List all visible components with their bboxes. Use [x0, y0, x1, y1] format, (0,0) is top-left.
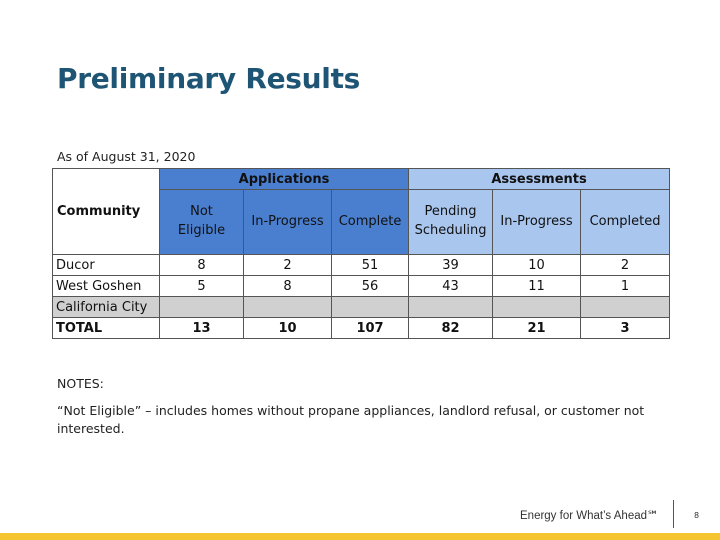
cell	[330, 296, 410, 318]
page-number: 8	[694, 511, 700, 520]
assessments-group-header: Assessments	[408, 168, 671, 190]
cell: 2	[243, 254, 332, 276]
col-header-pending-scheduling: Pending Scheduling	[408, 189, 494, 255]
col-header-completed: Completed	[580, 189, 671, 255]
table-row: Ducor 8 2 51 39 10 2	[52, 254, 671, 276]
cell: 1	[580, 275, 671, 297]
cell	[408, 296, 494, 318]
cell: 11	[492, 275, 582, 297]
page-title: Preliminary Results	[57, 62, 361, 95]
col-header-app-in-progress: In-Progress	[243, 189, 332, 255]
cell: 5	[159, 275, 244, 297]
cell: 2	[580, 254, 671, 276]
cell	[243, 296, 332, 318]
cell: 8	[159, 254, 244, 276]
cell	[580, 296, 671, 318]
col-header-ass-in-progress: In-Progress	[492, 189, 582, 255]
applications-group-header: Applications	[158, 168, 410, 190]
total-cell: 82	[408, 317, 494, 339]
cell: 8	[243, 275, 332, 297]
notes-label: NOTES:	[57, 376, 104, 391]
table-row: California City	[52, 296, 671, 318]
col-header-complete: Complete	[330, 189, 410, 255]
total-cell: 107	[330, 317, 410, 339]
cell: 56	[330, 275, 410, 297]
total-cell: 13	[159, 317, 244, 339]
table-row: West Goshen 5 8 56 43 11 1	[52, 275, 671, 297]
footer-accent-bar	[0, 533, 720, 540]
note-text: “Not Eligible” – includes homes without …	[57, 403, 645, 436]
total-label: TOTAL	[52, 317, 160, 339]
row-name: Ducor	[52, 254, 160, 276]
footer-divider	[673, 500, 674, 528]
cell: 39	[408, 254, 494, 276]
results-table: Community Applications Assessments Not E…	[52, 168, 671, 339]
row-name: West Goshen	[52, 275, 160, 297]
cell: 43	[408, 275, 494, 297]
cell: 10	[492, 254, 582, 276]
total-cell: 3	[580, 317, 671, 339]
total-row: TOTAL 13 10 107 82 21 3	[52, 317, 671, 339]
as-of-date: As of August 31, 2020	[57, 149, 196, 164]
cell	[159, 296, 244, 318]
community-header: Community	[52, 168, 160, 255]
cell: 51	[330, 254, 410, 276]
cell	[492, 296, 582, 318]
total-cell: 21	[492, 317, 582, 339]
col-header-not-eligible: Not Eligible	[159, 189, 244, 255]
total-cell: 10	[243, 317, 332, 339]
row-name: California City	[52, 296, 160, 318]
footer-tagline: Energy for What’s Ahead℠	[520, 510, 659, 522]
